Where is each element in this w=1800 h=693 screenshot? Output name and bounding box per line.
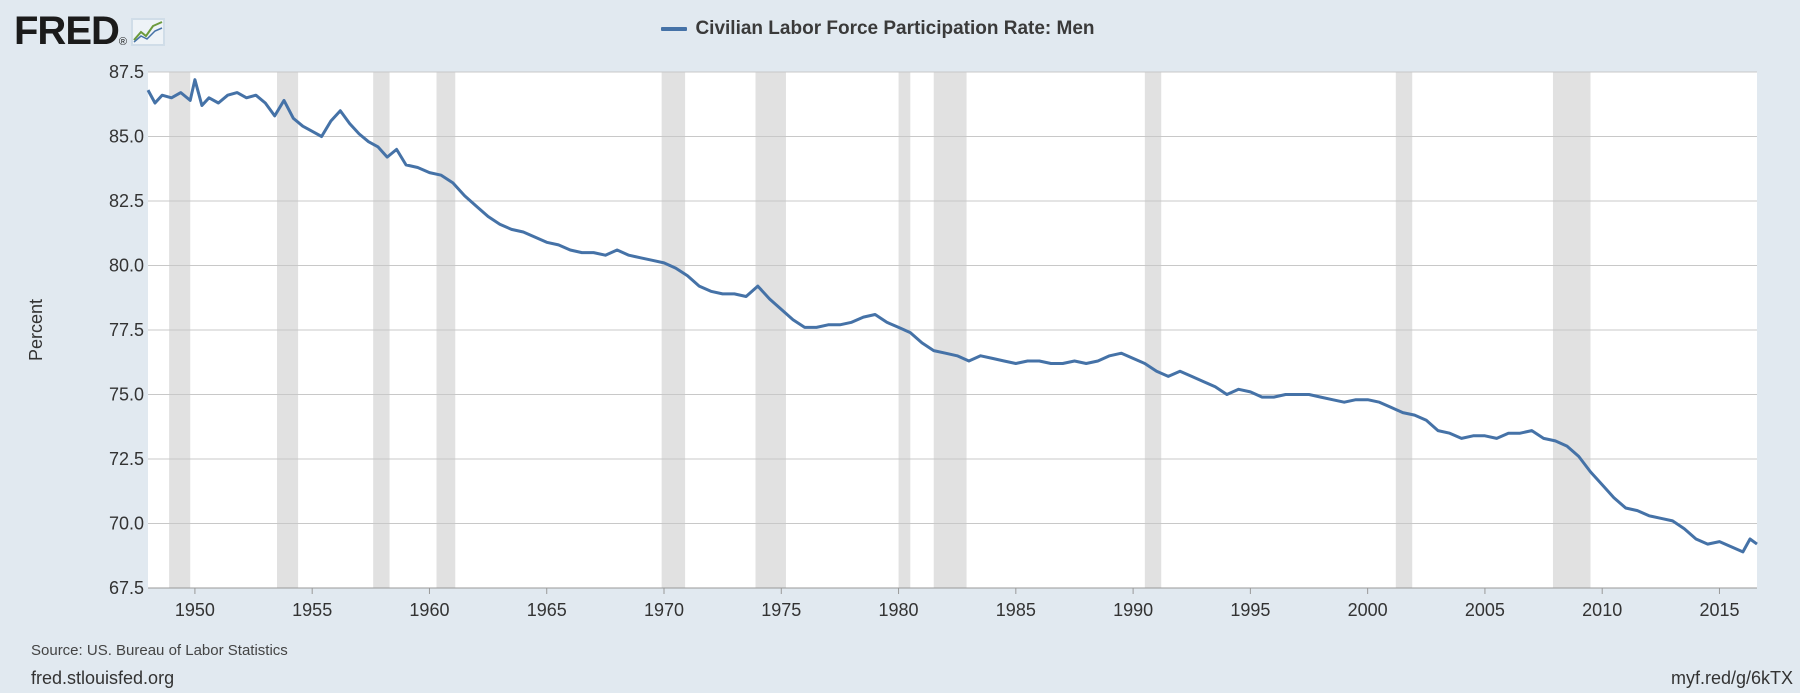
x-tick-label: 2015 xyxy=(1699,600,1739,620)
y-tick-label: 87.5 xyxy=(109,62,144,82)
x-tick-label: 1955 xyxy=(292,600,332,620)
x-tick-label: 1985 xyxy=(996,600,1036,620)
series-line xyxy=(146,78,1758,554)
short-url-link[interactable]: myf.red/g/6kTX xyxy=(1670,668,1793,688)
y-tick-label: 85.0 xyxy=(109,127,144,147)
x-tick-label: 1960 xyxy=(409,600,449,620)
y-tick-label: 67.5 xyxy=(109,578,144,598)
x-tick-label: 1995 xyxy=(1230,600,1270,620)
x-tick-label: 1950 xyxy=(175,600,215,620)
x-tick-label: 2005 xyxy=(1465,600,1505,620)
y-tick-label: 80.0 xyxy=(109,256,144,276)
x-tick-label: 2000 xyxy=(1348,600,1388,620)
chart-legend: Civilian Labor Force Participation Rate:… xyxy=(0,18,1800,40)
y-tick-label: 72.5 xyxy=(109,449,144,469)
logo-text: FRED xyxy=(14,9,120,53)
x-tick-label: 1980 xyxy=(879,600,919,620)
site-link[interactable]: fred.stlouisfed.org xyxy=(31,668,175,688)
legend-label: Civilian Labor Force Participation Rate:… xyxy=(695,18,1095,39)
registered-mark: ® xyxy=(118,36,127,48)
y-tick-label: 75.0 xyxy=(109,385,144,405)
y-axis-label: Percent xyxy=(26,299,46,361)
y-tick-label: 77.5 xyxy=(109,320,144,340)
fred-logo[interactable]: FRED ® xyxy=(14,10,165,52)
source-note: Source: US. Bureau of Labor Statistics xyxy=(31,642,288,659)
legend-swatch xyxy=(661,27,688,31)
y-tick-label: 70.0 xyxy=(109,514,144,534)
y-tick-label: 82.5 xyxy=(109,191,144,211)
x-tick-label: 1990 xyxy=(1113,600,1153,620)
x-tick-label: 2010 xyxy=(1582,600,1622,620)
x-tick-label: 1975 xyxy=(761,600,801,620)
x-tick-label: 1970 xyxy=(644,600,684,620)
x-tick-label: 1965 xyxy=(527,600,567,620)
chart-logo-icon xyxy=(131,18,165,46)
